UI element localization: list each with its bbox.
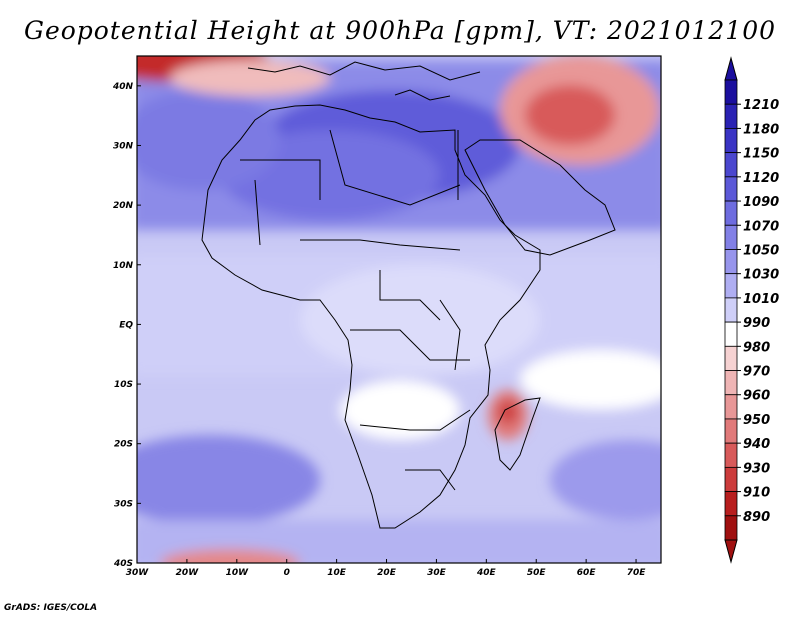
colorbar-top-arrow xyxy=(724,56,738,81)
x-tick-label: 70E xyxy=(627,568,647,578)
colorbar-swatch xyxy=(724,249,738,275)
colorbar-label: 1070 xyxy=(743,219,779,234)
colorbar-swatch xyxy=(724,297,738,323)
colorbar-swatch xyxy=(724,200,738,226)
colorbar-label: 1010 xyxy=(743,292,779,307)
y-tick-label: 20N xyxy=(113,201,134,211)
map-title: Geopotential Height at 900hPa [gpm], VT:… xyxy=(23,16,777,45)
colorbar-swatch xyxy=(724,321,738,347)
credit-text: GrADS: IGES/COLA xyxy=(4,603,98,613)
y-tick-label: 10N xyxy=(113,261,134,271)
colorbar-label: 1050 xyxy=(743,243,779,258)
x-tick-label: 20W xyxy=(176,568,200,578)
colorbar-swatch xyxy=(724,442,738,468)
colorbar-swatch xyxy=(724,128,738,154)
colorbar-swatch xyxy=(724,515,738,541)
x-tick-label: 30E xyxy=(427,568,447,578)
x-tick-label: 0 xyxy=(284,568,290,578)
y-tick-label: EQ xyxy=(119,320,133,330)
map-frame xyxy=(136,55,662,564)
colorbar-swatch xyxy=(724,176,738,202)
y-tick-label: 30S xyxy=(114,499,133,509)
coastlines xyxy=(201,61,616,529)
colorbar-swatch xyxy=(724,103,738,129)
x-tick-label: 60E xyxy=(577,568,597,578)
colorbar-swatch xyxy=(724,224,738,250)
colorbar-label: 940 xyxy=(743,437,770,452)
colorbar-label: 1030 xyxy=(743,268,779,283)
y-tick-label: 40S xyxy=(113,559,133,569)
colorbar-label: 1120 xyxy=(743,171,779,186)
height-field xyxy=(137,56,661,563)
x-tick-label: 30W xyxy=(126,568,150,578)
colorbar-label: 1150 xyxy=(743,147,779,162)
colorbar-label: 990 xyxy=(743,316,770,331)
colorbar-label: 930 xyxy=(743,461,770,476)
colorbar: 1210 1180 1150 1120 1090 1070 1050 1030 1010 990 9… xyxy=(724,56,779,564)
colorbar-bottom-arrow xyxy=(724,539,738,564)
x-tick-label: 50E xyxy=(527,568,547,578)
y-tick-label: 10S xyxy=(114,380,133,390)
colorbar-label: 1210 xyxy=(743,98,779,113)
x-tick-label: 10E xyxy=(327,568,347,578)
colorbar-swatch xyxy=(724,466,738,492)
colorbar-swatch xyxy=(724,152,738,178)
colorbar-swatch xyxy=(724,79,738,105)
x-tick-label: 20E xyxy=(377,568,397,578)
colorbar-label: 890 xyxy=(743,510,770,525)
colorbar-swatch xyxy=(724,491,738,517)
y-tick-label: 20S xyxy=(114,440,133,450)
colorbar-label: 980 xyxy=(743,340,770,355)
x-tick-label: 10W xyxy=(226,568,250,578)
colorbar-label: 970 xyxy=(743,365,770,380)
x-tick-label: 40E xyxy=(476,568,497,578)
colorbar-label: 910 xyxy=(743,486,770,501)
colorbar-swatch xyxy=(724,394,738,420)
colorbar-label: 950 xyxy=(743,413,770,428)
colorbar-label: 1180 xyxy=(743,122,779,137)
colorbar-swatch xyxy=(724,418,738,444)
colorbar-label: 960 xyxy=(743,389,770,404)
colorbar-swatch xyxy=(724,345,738,371)
colorbar-swatch xyxy=(724,370,738,396)
colorbar-swatch xyxy=(724,273,738,299)
y-tick-label: 30N xyxy=(113,141,134,151)
colorbar-label: 1090 xyxy=(743,195,779,210)
axis-ticks: 30W 20W 10W 0 10E 20E 30E 40E 50E 60E 70E 40N 30N 20N… xyxy=(112,82,646,578)
y-tick-label: 40N xyxy=(112,82,134,92)
